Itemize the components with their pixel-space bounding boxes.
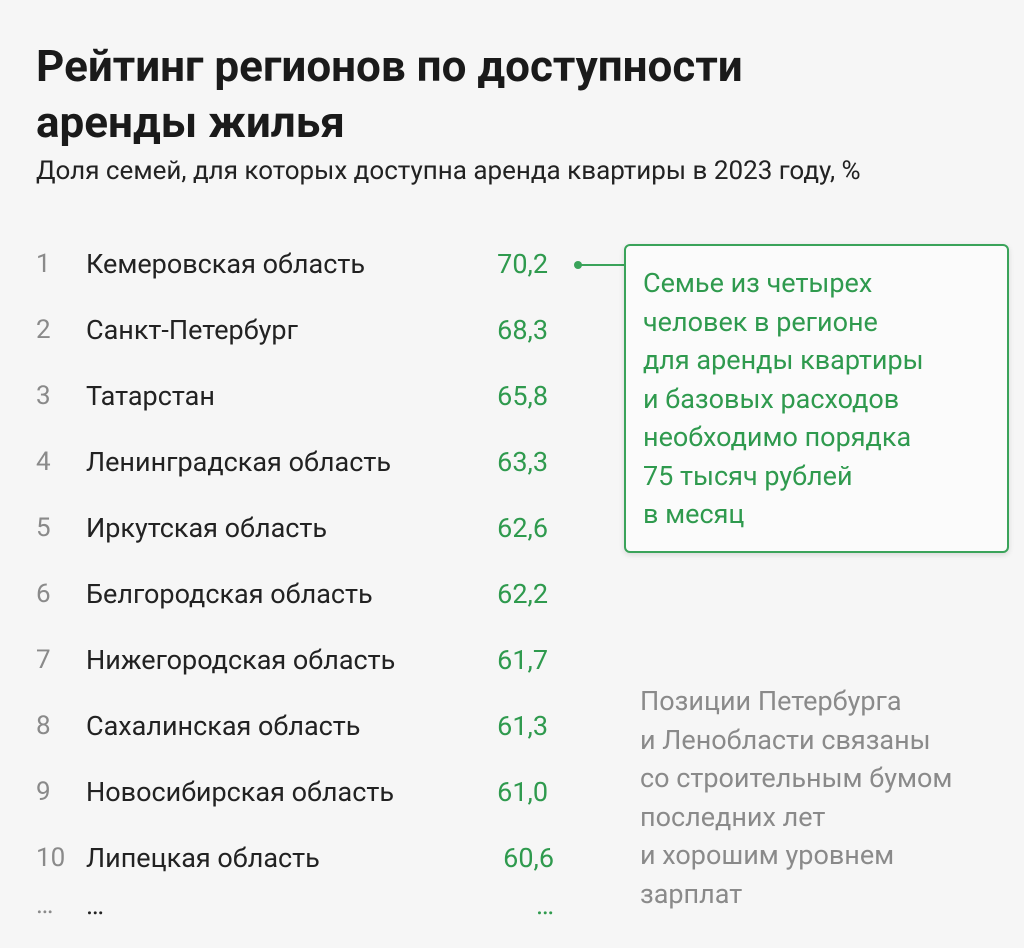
region-name: Иркутская область: [86, 512, 328, 544]
callout-line: необходимо порядка: [643, 421, 912, 453]
note-line: Позиции Петербурга: [640, 685, 902, 717]
region-name: Санкт-Петербург: [86, 314, 298, 346]
rank: …: [36, 890, 54, 920]
callout-line: и базовых расходов: [643, 382, 900, 415]
value: 61,7: [497, 644, 548, 676]
value: 70,2: [497, 248, 548, 280]
region-name: Нижегородская область: [86, 644, 396, 676]
note-line: и хорошим уровнем: [640, 839, 895, 871]
region-name: Липецкая область: [86, 842, 320, 874]
callout-line: 75 тысяч рублей: [643, 459, 853, 492]
callout-line: человек в регионе: [643, 305, 878, 338]
value: 65,8: [497, 380, 548, 412]
title-line: Рейтинг регионов по доступности: [36, 40, 743, 92]
rank: 9: [36, 777, 51, 807]
region-name: Ленинградская область: [86, 446, 391, 478]
note-line: последних лет: [640, 800, 826, 833]
connector-dot: [574, 261, 582, 269]
value: 60,6: [503, 842, 554, 874]
title-line: аренды жилья: [36, 96, 345, 148]
rank: 8: [36, 711, 51, 741]
rank: 6: [36, 579, 51, 609]
rank: 7: [36, 645, 51, 675]
region-name: Белгородская область: [86, 578, 373, 610]
rank: 4: [36, 447, 51, 477]
rank: 3: [36, 381, 51, 411]
connector: [578, 264, 624, 266]
callout-line: в месяц: [643, 498, 745, 530]
value: 61,3: [497, 710, 548, 742]
value: 61,0: [497, 776, 548, 808]
value: 62,6: [497, 512, 548, 544]
region-name: Сахалинская область: [86, 710, 361, 742]
rank: 2: [36, 315, 51, 345]
value: …: [535, 889, 554, 921]
note-line: со строительным бумом: [640, 762, 953, 794]
subtitle: Доля семей, для которых доступна аренда …: [36, 156, 861, 186]
region-name: …: [86, 889, 105, 921]
value: 62,2: [497, 578, 548, 610]
region-name: Новосибирская область: [86, 776, 395, 808]
region-name: Кемеровская область: [86, 248, 366, 280]
callout-line: Семье из четырех: [643, 267, 873, 299]
rank: 5: [36, 513, 51, 543]
value: 63,3: [497, 446, 548, 478]
note-line: и Ленобласти связаны: [640, 723, 931, 756]
rank: 1: [36, 249, 51, 279]
rank: 10: [36, 843, 66, 873]
callout-line: для аренды квартиры: [643, 344, 924, 376]
value: 68,3: [497, 314, 548, 346]
note-line: зарплат: [640, 877, 743, 910]
callout-box: [624, 244, 1009, 553]
region-name: Татарстан: [86, 380, 215, 412]
